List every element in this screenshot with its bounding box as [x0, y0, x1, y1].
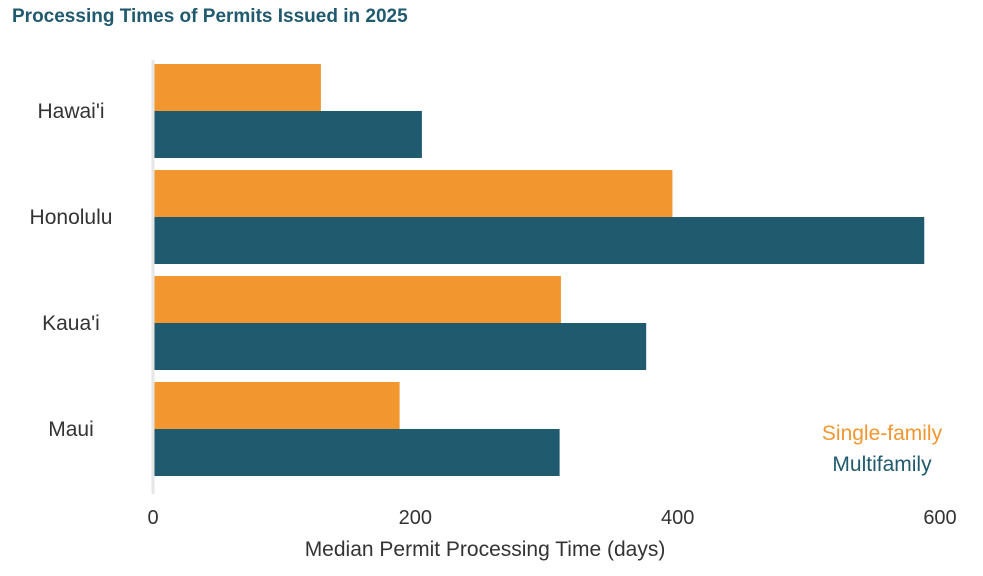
category-label-kaua-i: Kaua'i: [42, 312, 100, 335]
bar-single-family-hawai-i: [153, 64, 321, 111]
bar-multifamily-honolulu: [153, 217, 925, 264]
category-label-maui: Maui: [48, 418, 94, 441]
x-tick-label-600: 600: [923, 507, 956, 529]
bar-single-family-honolulu: [153, 170, 673, 217]
legend-item-single-family: Single-family: [822, 422, 943, 445]
legend-item-multifamily: Multifamily: [832, 453, 932, 476]
bar-multifamily-hawai-i: [153, 111, 422, 158]
x-axis-ticks: 0 200 400 600: [147, 507, 956, 529]
x-tick-label-0: 0: [147, 507, 158, 529]
bar-single-family-maui: [153, 382, 400, 429]
x-tick-label-400: 400: [661, 507, 694, 529]
category-label-honolulu: Honolulu: [30, 206, 113, 229]
bar-multifamily-maui: [153, 429, 560, 476]
category-label-hawai-i: Hawai'i: [37, 100, 104, 123]
category-labels: Hawai'i Honolulu Kaua'i Maui: [30, 100, 113, 441]
x-axis-title: Median Permit Processing Time (days): [305, 538, 666, 561]
bar-single-family-kaua-i: [153, 276, 561, 323]
x-tick-label-200: 200: [399, 507, 432, 529]
bars-layer: [153, 64, 925, 476]
legend: Single-family Multifamily: [822, 422, 943, 476]
chart-title: Processing Times of Permits Issued in 20…: [12, 6, 408, 27]
bar-multifamily-kaua-i: [153, 323, 647, 370]
